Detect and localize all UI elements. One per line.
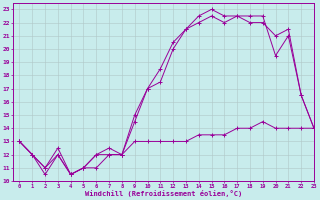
X-axis label: Windchill (Refroidissement éolien,°C): Windchill (Refroidissement éolien,°C) bbox=[85, 190, 242, 197]
